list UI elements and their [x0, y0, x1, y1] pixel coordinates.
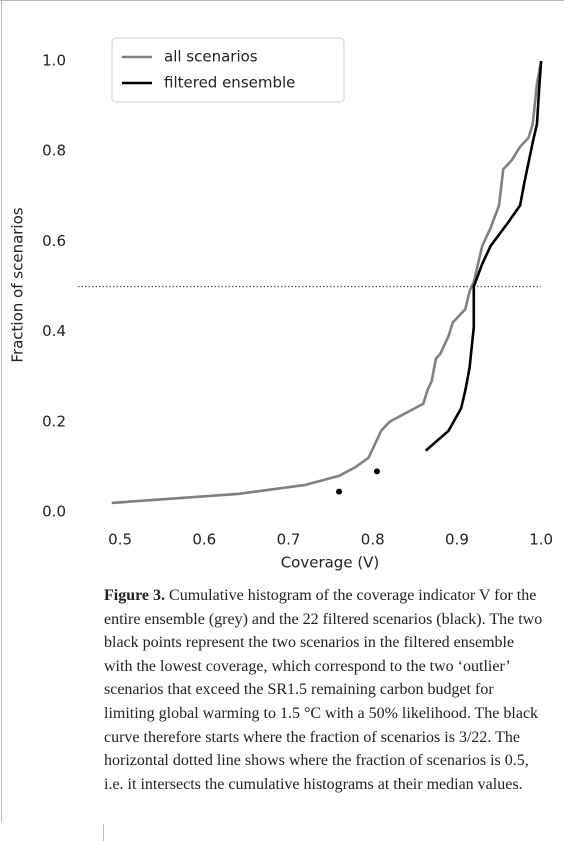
x-tick-label: 1.0 [529, 531, 553, 549]
y-tick-label: 0.8 [42, 142, 66, 160]
outlier-point [373, 468, 380, 475]
chart: Fraction of scenarios Coverage (V) 0.0 0.… [9, 37, 553, 572]
y-axis-label: Fraction of scenarios [9, 207, 27, 362]
frame-line [0, 0, 564, 1]
series-line [424, 60, 543, 452]
x-tick-label: 0.5 [108, 531, 132, 549]
x-tick-label: 0.8 [361, 531, 385, 549]
legend-label: all scenarios [164, 48, 258, 66]
legend-label: filtered ensemble [164, 74, 295, 92]
y-tick-label: 0.0 [42, 502, 66, 520]
y-tick-label: 0.6 [42, 232, 66, 250]
y-tick-label: 0.4 [42, 322, 66, 340]
caption-label: Figure 3. [104, 587, 166, 604]
frame-line [103, 824, 104, 841]
legend-box [111, 37, 345, 103]
caption: Figure 3. Cumulative histogram of the co… [104, 584, 544, 796]
caption-text: Cumulative histogram of the coverage ind… [104, 587, 543, 793]
y-tick-label: 0.2 [42, 412, 66, 430]
x-tick-label: 0.7 [277, 531, 301, 549]
x-tick-label: 0.6 [192, 531, 216, 549]
x-tick-label: 0.9 [445, 531, 469, 549]
y-tick-label: 1.0 [42, 52, 66, 70]
x-axis-label: Coverage (V) [281, 554, 380, 572]
outlier-point [336, 488, 343, 495]
frame-line [1, 0, 2, 822]
series-line [111, 60, 543, 505]
